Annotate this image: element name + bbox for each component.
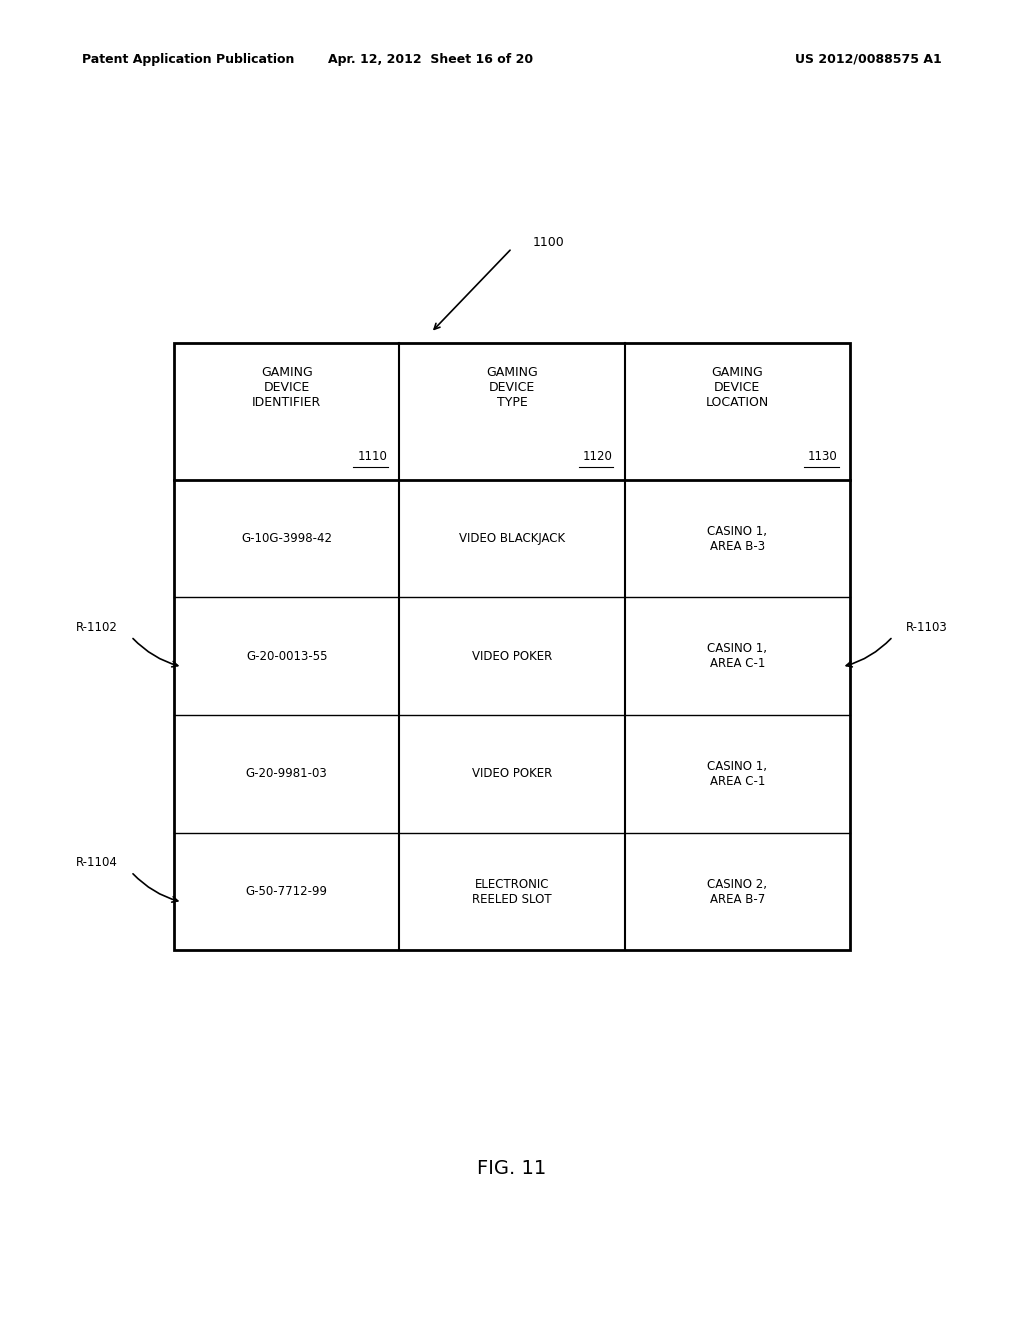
- Text: R-1102: R-1102: [77, 620, 118, 634]
- Text: Patent Application Publication: Patent Application Publication: [82, 53, 294, 66]
- Text: GAMING
DEVICE
TYPE: GAMING DEVICE TYPE: [486, 366, 538, 409]
- Text: 1100: 1100: [532, 236, 564, 249]
- Text: G-50-7712-99: G-50-7712-99: [246, 886, 328, 898]
- Text: CASINO 2,
AREA B-7: CASINO 2, AREA B-7: [708, 878, 767, 906]
- Text: R-1104: R-1104: [77, 857, 118, 869]
- Text: 1130: 1130: [808, 450, 838, 462]
- Text: VIDEO POKER: VIDEO POKER: [472, 649, 552, 663]
- Text: CASINO 1,
AREA C-1: CASINO 1, AREA C-1: [708, 760, 767, 788]
- Text: G-10G-3998-42: G-10G-3998-42: [242, 532, 332, 545]
- Text: G-20-0013-55: G-20-0013-55: [246, 649, 328, 663]
- Text: VIDEO POKER: VIDEO POKER: [472, 767, 552, 780]
- Text: CASINO 1,
AREA B-3: CASINO 1, AREA B-3: [708, 524, 767, 553]
- Text: 1110: 1110: [357, 450, 387, 462]
- Text: US 2012/0088575 A1: US 2012/0088575 A1: [796, 53, 942, 66]
- Text: GAMING
DEVICE
LOCATION: GAMING DEVICE LOCATION: [706, 366, 769, 409]
- Text: VIDEO BLACKJACK: VIDEO BLACKJACK: [459, 532, 565, 545]
- Text: GAMING
DEVICE
IDENTIFIER: GAMING DEVICE IDENTIFIER: [252, 366, 322, 409]
- Text: FIG. 11: FIG. 11: [477, 1159, 547, 1177]
- Text: CASINO 1,
AREA C-1: CASINO 1, AREA C-1: [708, 643, 767, 671]
- Text: R-1103: R-1103: [906, 620, 947, 634]
- Text: 1120: 1120: [583, 450, 612, 462]
- Text: ELECTRONIC
REELED SLOT: ELECTRONIC REELED SLOT: [472, 878, 552, 906]
- Text: Apr. 12, 2012  Sheet 16 of 20: Apr. 12, 2012 Sheet 16 of 20: [328, 53, 532, 66]
- Bar: [174, 343, 850, 950]
- Text: G-20-9981-03: G-20-9981-03: [246, 767, 328, 780]
